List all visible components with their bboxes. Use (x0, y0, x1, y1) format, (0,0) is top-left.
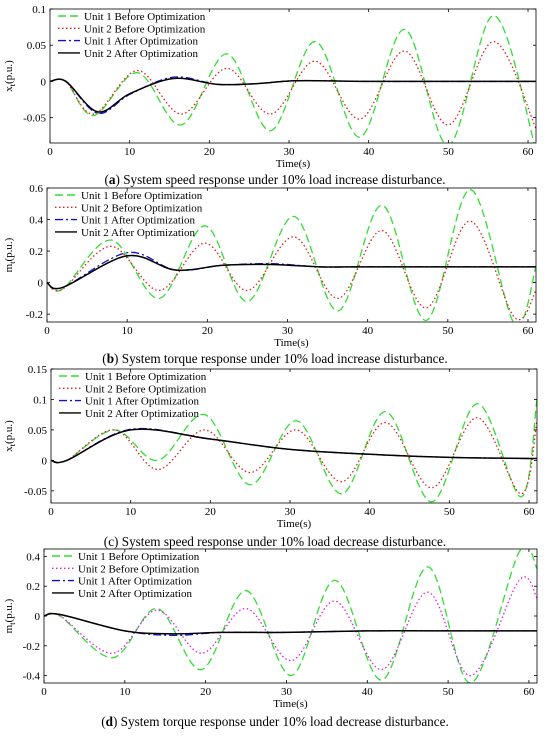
caption-d: (d) System torque response under 10% loa… (101, 714, 449, 729)
x-tick-label: 10 (119, 686, 131, 698)
legend-entry: Unit 2 After Optimization (84, 48, 198, 60)
series-line-0 (51, 399, 537, 503)
caption-c: (c) System speed response under 10% load… (103, 534, 447, 549)
chart-panel-1: 0 10 20 30 40 50 60-0.200.20.40.6Time(s)mt(p.u… (3, 183, 537, 349)
chart-panel-3: 0 10 20 30 40 50 60 -0.4 -0.2 0 0.2 0.4 Time(s) mt(p.… (3, 548, 538, 710)
y-tick-label: 0 (35, 611, 41, 623)
x-tick-label: 50 (442, 325, 454, 337)
y-tick-label: 0 (41, 76, 47, 88)
axes-box (50, 368, 538, 504)
x-axis-label: Time(s) (276, 158, 311, 170)
x-tick-label: 0 (41, 686, 47, 698)
y-tick-label: -0.05 (24, 486, 47, 498)
x-tick-label: 10 (124, 146, 136, 158)
y-tick-label: 0.6 (29, 183, 43, 195)
x-tick-label: 60 (522, 325, 534, 337)
series-line-0 (50, 14, 535, 143)
legend-entry: Unit 2 After Optimization (78, 588, 192, 600)
legend-entry: Unit 1 Before Optimization (84, 11, 206, 23)
legend-entry: Unit 1 Before Optimization (85, 371, 207, 383)
series-line-2 (50, 76, 536, 115)
caption-b: (b) System torque response under 10% loa… (102, 351, 448, 366)
chart-panel-0: 0 10 20 30 40 50 60 -0.05 0 0.05 0.1 Time(s) xt(p.u.… (3, 4, 537, 170)
series-line-0 (44, 549, 537, 683)
x-tick-label: 20 (204, 146, 216, 158)
y-axis-label: xt(p.u.) (3, 420, 17, 452)
y-tick-label: 0.05 (28, 425, 48, 437)
legend-entry: Unit 2 After Optimization (81, 227, 195, 239)
y-axis-label: mt(p.u.) (3, 237, 17, 272)
legend-entry: Unit 1 After Optimization (84, 36, 198, 48)
x-tick-label: 60 (524, 506, 536, 518)
series-line-3 (51, 428, 537, 464)
y-tick-label: 0 (38, 278, 44, 290)
x-tick-label: 20 (205, 506, 217, 518)
y-tick-label: 0 (42, 455, 48, 467)
y-tick-label: 0.4 (29, 215, 43, 227)
x-tick-label: 40 (364, 506, 376, 518)
x-tick-label: 30 (284, 146, 296, 158)
x-tick-label: 50 (444, 506, 456, 518)
x-axis-label: Time(s) (274, 337, 309, 349)
y-tick-label: 0.2 (26, 581, 40, 593)
legend-entry: Unit 1 Before Optimization (78, 551, 200, 563)
y-tick-label: 0.15 (28, 364, 48, 376)
series-line-1 (44, 576, 537, 677)
x-tick-label: 60 (523, 146, 535, 158)
x-tick-label: 0 (47, 146, 53, 158)
series-line-3 (50, 77, 536, 113)
x-tick-label: 60 (523, 686, 535, 698)
legend-entry: Unit 2 Before Optimization (78, 563, 200, 575)
series-line-3 (47, 254, 536, 290)
x-tick-label: 10 (125, 506, 137, 518)
x-tick-label: 0 (48, 506, 54, 518)
x-tick-label: 30 (282, 325, 294, 337)
y-axis-label: mt(p.u.) (3, 598, 17, 633)
caption-a: (a) System speed response under 10% load… (104, 172, 446, 187)
legend-entry: Unit 1 After Optimization (81, 215, 195, 227)
x-tick-label: 50 (443, 146, 455, 158)
series-line-3 (44, 612, 537, 635)
x-tick-label: 30 (285, 506, 297, 518)
chart-panel-2: 0 10 20 30 40 50 60-0.0500.050.10.15Time(s)xt(… (3, 364, 538, 530)
x-tick-label: 30 (281, 686, 293, 698)
legend-entry: Unit 2 After Optimization (85, 408, 199, 420)
series-line-1 (51, 417, 537, 495)
x-tick-label: 50 (443, 686, 455, 698)
axes-box (49, 8, 537, 144)
series-line-1 (50, 40, 536, 129)
y-tick-label: -0.2 (26, 309, 43, 321)
x-tick-label: 10 (122, 325, 134, 337)
axes-box (46, 187, 537, 323)
y-tick-label: -0.2 (23, 641, 40, 653)
y-tick-label: 0.2 (29, 246, 43, 258)
x-axis-label: Time(s) (273, 698, 308, 710)
legend-entry: Unit 1 After Optimization (78, 576, 192, 588)
y-tick-label: 0.1 (32, 4, 46, 16)
legend-entry: Unit 2 Before Optimization (81, 202, 203, 214)
legend-entry: Unit 2 Before Optimization (85, 383, 207, 395)
x-axis-label: Time(s) (277, 518, 312, 530)
legend-entry: Unit 2 Before Optimization (84, 23, 206, 35)
y-axis-label: xt(p.u.) (3, 60, 17, 92)
y-tick-label: -0.05 (23, 113, 46, 125)
x-tick-label: 40 (362, 325, 374, 337)
x-tick-label: 40 (362, 686, 374, 698)
x-tick-label: 20 (200, 686, 212, 698)
y-tick-label: 0.4 (26, 551, 40, 563)
y-tick-label: 0.05 (27, 40, 47, 52)
legend-entry: Unit 1 Before Optimization (81, 190, 203, 202)
x-tick-label: 20 (202, 325, 214, 337)
legend-entry: Unit 1 After Optimization (85, 396, 199, 408)
x-tick-label: 40 (363, 146, 375, 158)
y-tick-label: 0.1 (33, 394, 47, 406)
y-tick-label: -0.4 (23, 671, 41, 683)
x-tick-label: 0 (44, 325, 50, 337)
